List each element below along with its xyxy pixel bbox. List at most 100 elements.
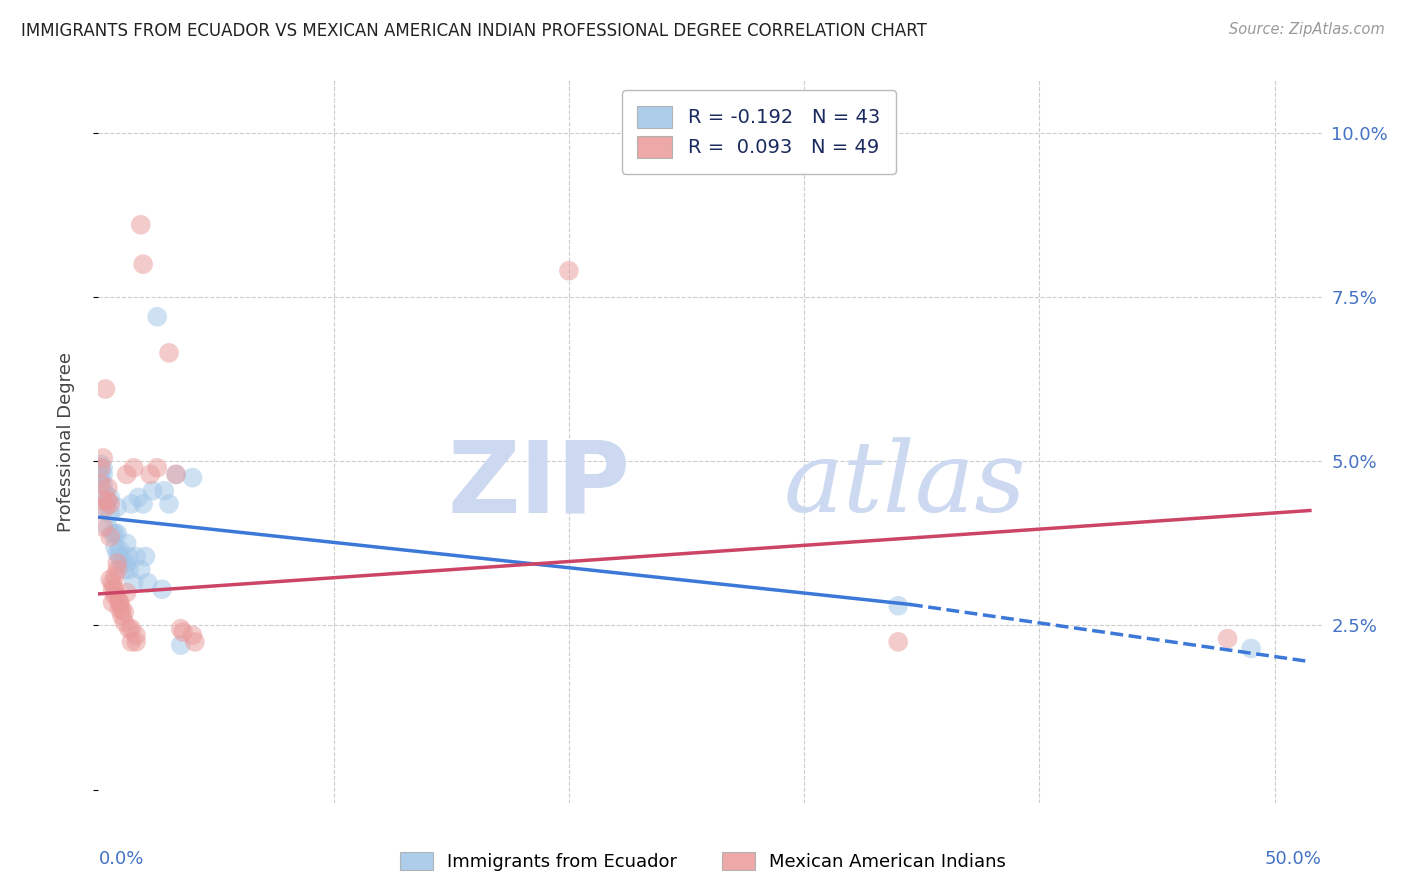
Point	[887, 599, 910, 613]
Point	[111, 602, 134, 616]
Point	[170, 638, 193, 652]
Point	[105, 563, 128, 577]
Point	[91, 493, 114, 508]
Point	[101, 575, 124, 590]
Point	[105, 500, 128, 515]
Point	[104, 582, 127, 597]
Point	[105, 589, 128, 603]
Point	[125, 628, 148, 642]
Point	[1216, 632, 1239, 646]
Text: atlas: atlas	[783, 437, 1026, 533]
Point	[115, 467, 138, 482]
Text: Source: ZipAtlas.com: Source: ZipAtlas.com	[1229, 22, 1385, 37]
Point	[887, 635, 910, 649]
Point	[141, 483, 163, 498]
Point	[91, 477, 114, 491]
Point	[129, 218, 152, 232]
Point	[120, 622, 142, 636]
Point	[98, 507, 121, 521]
Text: 0.0%: 0.0%	[98, 850, 143, 868]
Point	[165, 467, 187, 482]
Point	[108, 549, 131, 564]
Point	[101, 526, 124, 541]
Point	[118, 549, 141, 564]
Point	[94, 487, 117, 501]
Point	[97, 481, 120, 495]
Point	[91, 467, 114, 482]
Point	[115, 556, 138, 570]
Point	[90, 477, 112, 491]
Point	[104, 589, 127, 603]
Y-axis label: Professional Degree: Professional Degree	[56, 351, 75, 532]
Point	[115, 536, 138, 550]
Point	[98, 573, 121, 587]
Point	[150, 582, 173, 597]
Point	[101, 582, 124, 597]
Point	[108, 595, 131, 609]
Text: IMMIGRANTS FROM ECUADOR VS MEXICAN AMERICAN INDIAN PROFESSIONAL DEGREE CORRELATI: IMMIGRANTS FROM ECUADOR VS MEXICAN AMERI…	[21, 22, 927, 40]
Point	[118, 563, 141, 577]
Point	[94, 500, 117, 515]
Point	[112, 605, 135, 619]
Text: ZIP: ZIP	[447, 436, 630, 533]
Point	[120, 497, 142, 511]
Point	[120, 635, 142, 649]
Point	[127, 491, 149, 505]
Point	[112, 615, 135, 630]
Point	[90, 470, 112, 484]
Point	[125, 549, 148, 564]
Point	[122, 575, 145, 590]
Point	[134, 549, 156, 564]
Point	[165, 467, 187, 482]
Point	[105, 526, 128, 541]
Point	[105, 556, 128, 570]
Point	[101, 595, 124, 609]
Point	[105, 546, 128, 560]
Legend: Immigrants from Ecuador, Mexican American Indians: Immigrants from Ecuador, Mexican America…	[392, 845, 1014, 879]
Point	[97, 493, 120, 508]
Point	[108, 602, 131, 616]
Point	[98, 491, 121, 505]
Point	[104, 540, 127, 554]
Legend: R = -0.192   N = 43, R =  0.093   N = 49: R = -0.192 N = 43, R = 0.093 N = 49	[621, 90, 896, 174]
Point	[170, 622, 193, 636]
Point	[115, 585, 138, 599]
Point	[112, 563, 135, 577]
Point	[97, 520, 120, 534]
Point	[104, 526, 127, 541]
Point	[172, 625, 194, 640]
Point	[132, 497, 155, 511]
Point	[125, 635, 148, 649]
Text: 50.0%: 50.0%	[1265, 850, 1322, 868]
Point	[136, 575, 159, 590]
Point	[146, 460, 169, 475]
Point	[122, 460, 145, 475]
Point	[1240, 641, 1263, 656]
Point	[104, 569, 127, 583]
Point	[90, 460, 112, 475]
Point	[132, 257, 155, 271]
Point	[91, 460, 114, 475]
Point	[98, 497, 121, 511]
Point	[181, 628, 204, 642]
Point	[157, 497, 180, 511]
Point	[94, 382, 117, 396]
Point	[91, 520, 114, 534]
Point	[184, 635, 207, 649]
Point	[118, 622, 141, 636]
Point	[111, 608, 134, 623]
Point	[94, 500, 117, 515]
Point	[108, 542, 131, 557]
Point	[97, 493, 120, 508]
Point	[157, 346, 180, 360]
Point	[91, 450, 114, 465]
Point	[111, 556, 134, 570]
Point	[98, 530, 121, 544]
Point	[153, 483, 176, 498]
Point	[139, 467, 162, 482]
Point	[181, 470, 204, 484]
Point	[146, 310, 169, 324]
Point	[558, 264, 581, 278]
Point	[129, 563, 152, 577]
Point	[108, 595, 131, 609]
